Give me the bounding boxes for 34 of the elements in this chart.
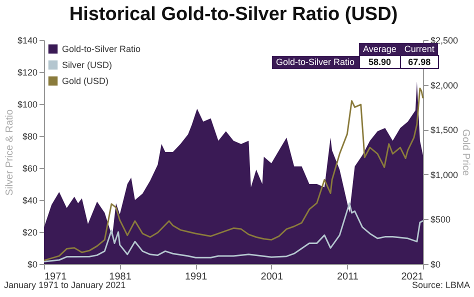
x-tick-label: 2021 xyxy=(401,272,424,282)
source-note: Source: LBMA xyxy=(412,280,470,290)
legend-label: Gold (USD) xyxy=(62,76,109,86)
y-tick-label: $120 xyxy=(17,68,38,78)
x-tick-label: 1971 xyxy=(44,272,68,282)
chart-title: Historical Gold-to-Silver Ratio (USD) xyxy=(69,4,398,25)
y-tick-label: $80 xyxy=(22,132,38,142)
y2-tick-label: $0 xyxy=(430,260,441,270)
y-tick-label: $60 xyxy=(22,164,38,174)
y2-tick-label: $500 xyxy=(430,214,451,225)
y2-axis-title: Gold Price xyxy=(460,129,472,176)
y-tick-label: $40 xyxy=(22,196,38,206)
annotation: 67.98 xyxy=(400,56,438,68)
x-tick-label: 1981 xyxy=(109,272,132,282)
y2-tick-label: $1,000 xyxy=(430,170,458,180)
legend-label: Gold-to-Silver Ratio xyxy=(62,44,141,54)
annotation: Average xyxy=(359,43,400,56)
y-tick-label: $140 xyxy=(17,36,38,46)
y-axis-title: Silver Price & Ratio xyxy=(4,108,16,196)
annotation: Gold-to-Silver Ratio xyxy=(272,56,360,68)
y-tick-label: $100 xyxy=(17,100,38,110)
y-tick-label: $20 xyxy=(22,228,38,238)
y2-tick-label: $2,500 xyxy=(430,36,458,46)
x-tick-label: 2001 xyxy=(260,272,284,282)
annotation: Current xyxy=(400,43,438,56)
legend-label: Silver (USD) xyxy=(62,60,112,70)
y2-tick-label: $2,000 xyxy=(430,80,458,90)
x-tick-label: 1991 xyxy=(184,272,208,282)
text: January 1971 to January 2021 xyxy=(4,280,126,290)
x-tick-label: 2011 xyxy=(336,272,359,282)
line-series xyxy=(43,202,424,262)
y-tick-label: $0 xyxy=(27,260,38,270)
annotation: 58.90 xyxy=(359,56,400,68)
y2-tick-label: $1,500 xyxy=(430,125,458,136)
